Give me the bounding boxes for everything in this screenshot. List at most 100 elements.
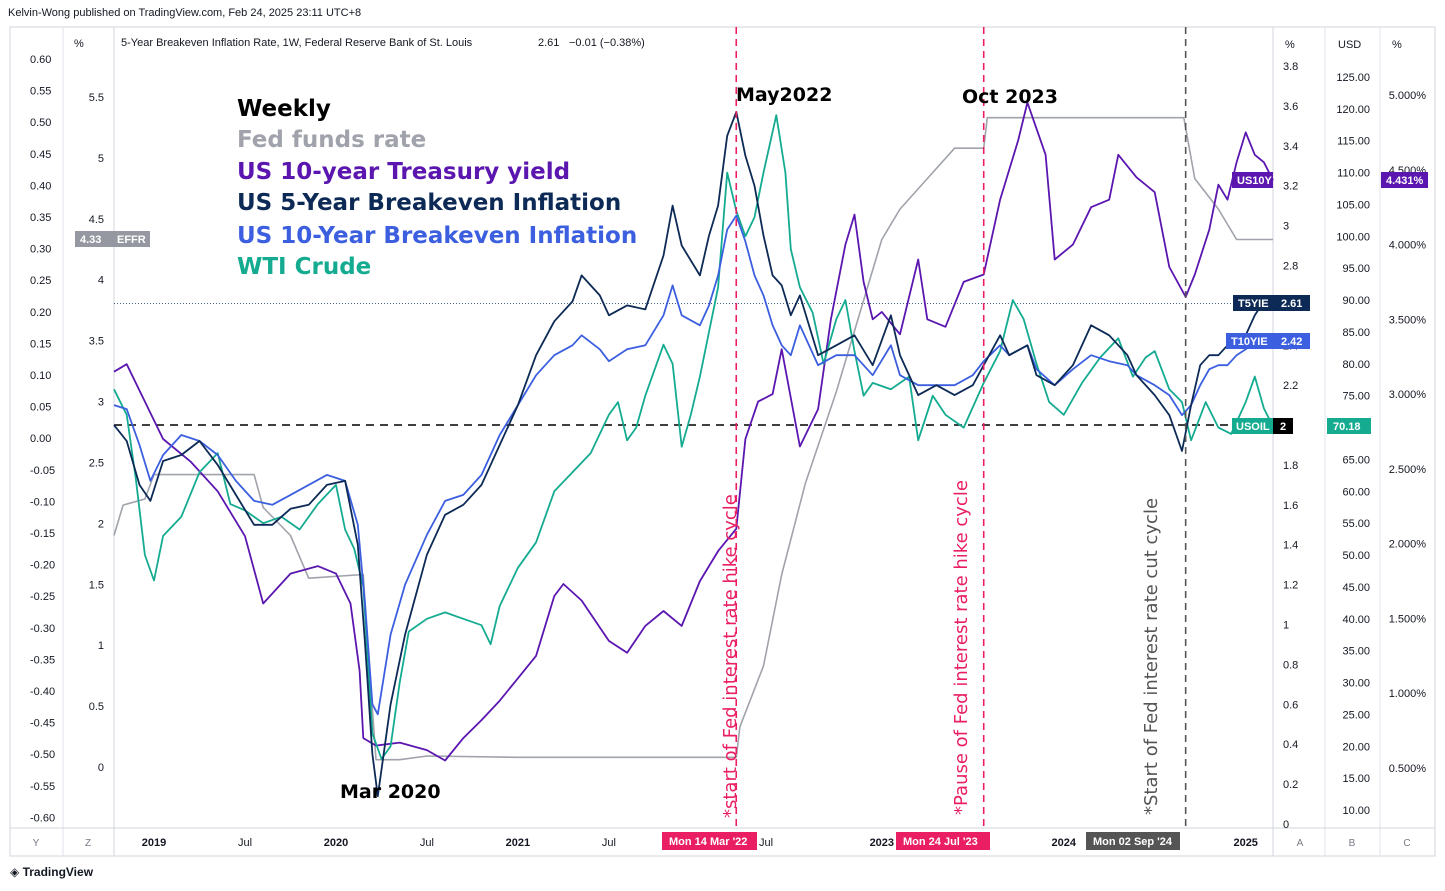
left-outer-tick: -0.15 [30,528,55,540]
us10y-name: US10Y [1237,175,1273,187]
left-outer-tick: -0.25 [30,591,55,603]
annotation-cut-start: *Start of Fed interest rate cut cycle [1141,498,1162,815]
left-inner-tick: 0 [98,762,104,774]
right1-tick: 1.8 [1283,460,1298,472]
left-inner-tick: 5 [98,153,104,165]
left-outer-tick: -0.55 [30,781,55,793]
right3-tick: 4.000% [1389,240,1427,252]
left-outer-tick: -0.10 [30,496,55,508]
right2-tick: 110.00 [1337,168,1370,180]
right1-tick: 0.2 [1283,779,1298,791]
left-outer-tick: 0.10 [30,370,51,382]
right2-tick: 100.00 [1336,231,1370,243]
annotation-oct-2023: Oct 2023 [962,86,1058,108]
left-inner-tick: 3 [98,397,104,409]
left-outer-tick: -0.50 [30,749,55,761]
right1-tick: 1 [1283,620,1289,632]
series-layer [113,101,1274,797]
date-hike: Mon 14 Mar '22 [669,836,747,848]
x-tick-label: 2020 [324,837,348,849]
left-inner-tick: 2.5 [89,457,104,469]
t10yie-tag [1226,333,1310,349]
left-unit-label: % [74,38,84,50]
series-line-wti [113,114,1274,760]
x-tick-label: Jul [238,837,252,849]
us10y-value-tag [1381,172,1428,188]
legend-wti: WTI Crude [237,254,371,280]
right2-tick: 60.00 [1342,486,1370,498]
date-tag-hike [662,832,757,850]
right2-tick: 40.00 [1342,614,1370,626]
left-inner-tick: 2 [98,518,104,530]
left-inner-tick: 4.5 [89,214,104,226]
right1-tick: 0.6 [1283,699,1298,711]
date-pause: Mon 24 Jul '23 [903,836,978,848]
date-tag-cut [1086,832,1180,850]
right1-tick: 3.4 [1283,141,1298,153]
usoil-tag [1232,418,1273,434]
left-inner-tick: 1.5 [89,579,104,591]
usoil-value-tag [1327,418,1371,434]
left-outer-tick: -0.60 [30,812,55,824]
tradingview-logo-mark: ◈ [10,865,23,879]
right3-tick: 2.500% [1389,464,1427,476]
annotation-mar-2020: Mar 2020 [340,781,441,803]
left-outer-tick: -0.40 [30,686,55,698]
left-inner-tick: 4 [98,275,104,287]
right2-tick: 85.00 [1342,327,1370,339]
usoil-name: USOIL [1236,421,1270,433]
left-outer-tick: -0.30 [30,623,55,635]
right2-tick: 35.00 [1342,646,1370,658]
date-tag-pause [896,832,990,850]
right2-tick: 80.00 [1342,359,1370,371]
right2-tick: 55.00 [1342,518,1370,530]
left-outer-tick: 0.45 [30,149,51,161]
legend-weekly: Weekly [237,96,331,122]
x-tick-label: 2024 [1052,837,1077,849]
right2-tick: 105.00 [1336,199,1370,211]
t5yie-tag [1233,295,1310,311]
left-outer-tick: 0.55 [30,86,51,98]
left-outer-tick: 0.30 [30,244,51,256]
left-inner-tick: 3.5 [89,336,104,348]
right2-tick: 125.00 [1336,72,1370,84]
right2-tick: 10.00 [1342,805,1370,817]
left-inner-tick: 1 [98,640,104,652]
annotation-hike-start: *start of Fed interest rate hike cycle [720,494,741,818]
right1-tick: 1.4 [1283,540,1298,552]
pane-letter: A [1297,838,1304,849]
legend-us10y: US 10-year Treasury yield [237,159,570,185]
right1-tick: 0.8 [1283,659,1298,671]
right1-tick: 2.2 [1283,380,1298,392]
x-tick-label: 2021 [506,837,530,849]
left-outer-tick: 0.40 [30,180,51,192]
right1-tick: 0.4 [1283,739,1298,751]
pane-letter: B [1349,838,1356,849]
tradingview-brand: TradingView [22,865,94,879]
right1-tick: 1.6 [1283,500,1298,512]
left-outer-tick: 0.50 [30,117,51,129]
left-outer-tick: 0.35 [30,212,51,224]
series-last-value: 2.61 [538,37,559,49]
left-outer-tick: 0.60 [30,54,51,66]
right2-tick: 65.00 [1342,454,1370,466]
us10y-value: 4.431% [1386,175,1424,187]
annotation-hike-pause: *Pause of Fed interest rate hike cycle [951,480,972,815]
left-outer-tick: 0.20 [30,307,51,319]
right2-tick: 15.00 [1342,773,1370,785]
usoil-value: 70.18 [1333,421,1361,433]
right3-tick: 1.500% [1389,613,1427,625]
pane-letter: Y [33,838,40,849]
left-inner-tick: 5.5 [89,92,104,104]
series-change: −0.01 (−0.38%) [569,37,645,49]
usoil-ratio: 2 [1280,421,1286,433]
series-line-us10y [113,101,1274,762]
effr-tag [75,231,150,247]
right1-tick: 3.8 [1283,61,1298,73]
x-tick-label: Jul [602,837,616,849]
reference-lines [114,302,1273,426]
right1-tick: 0 [1283,819,1289,831]
axes-layer: 0.600.550.500.450.400.350.300.250.200.15… [30,54,1426,849]
x-tick-label: Jul [420,837,434,849]
